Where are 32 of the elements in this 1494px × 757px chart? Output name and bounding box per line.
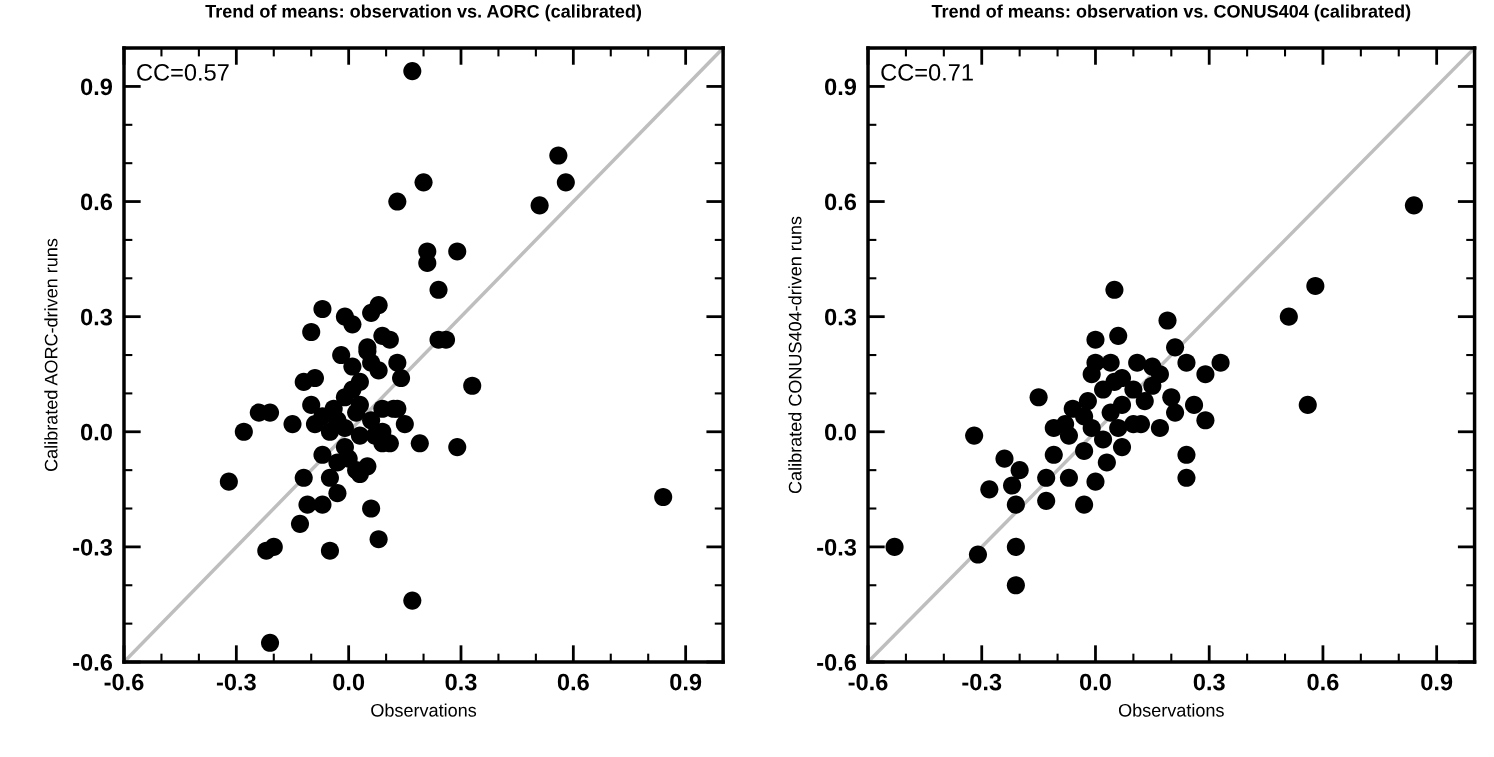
chart-title: Trend of means: observation vs. AORC (calibrated) — [205, 4, 642, 22]
x-tick-label: -0.3 — [216, 673, 256, 691]
x-tick-label: 0.6 — [557, 673, 589, 691]
x-tick-label: -0.6 — [848, 673, 888, 691]
x-tick-label: -0.3 — [962, 673, 1002, 691]
x-tick-label: -0.6 — [104, 673, 144, 691]
y-axis-title: Calibrated CONUS404-driven runs — [788, 216, 802, 494]
x-tick-label: 0.9 — [670, 673, 702, 691]
y-tick-label: 0.3 — [81, 308, 113, 326]
y-tick-label: -0.3 — [817, 538, 857, 556]
chart-title: Trend of means: observation vs. CONUS404 (calibrated) — [931, 4, 1411, 22]
annotation: CC=0.71 — [881, 64, 973, 81]
y-tick-label: 0.6 — [81, 193, 113, 211]
x-axis-title: Observations — [1118, 703, 1224, 717]
y-tick-label: 0.9 — [825, 78, 857, 96]
x-axis-title: Observations — [371, 703, 477, 717]
y-tick-label: 0.0 — [81, 423, 112, 441]
y-tick-label: -0.6 — [73, 654, 113, 671]
y-tick-label: -0.6 — [817, 654, 857, 671]
y-tick-label: 0.9 — [81, 78, 113, 96]
y-tick-label: 0.3 — [825, 308, 857, 326]
x-tick-label: 0.0 — [333, 673, 365, 691]
x-tick-label: 0.9 — [1421, 673, 1453, 691]
y-tick-label: 0.0 — [825, 423, 856, 441]
y-tick-label: -0.3 — [73, 538, 113, 556]
y-tick-label: 0.6 — [825, 193, 857, 211]
x-tick-label: 0.3 — [445, 673, 477, 691]
x-tick-label: 0.0 — [1080, 673, 1111, 691]
annotation: CC=0.57 — [137, 64, 229, 81]
x-tick-label: 0.6 — [1307, 673, 1339, 691]
y-axis-title: Calibrated AORC-driven runs — [44, 238, 58, 472]
x-tick-label: 0.3 — [1193, 673, 1225, 691]
